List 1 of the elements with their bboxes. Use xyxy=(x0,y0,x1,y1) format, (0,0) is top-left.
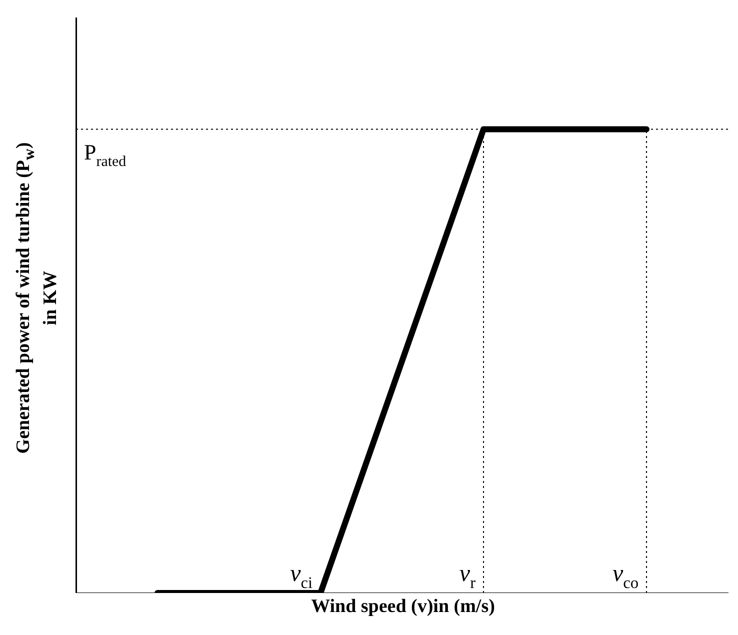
x-axis-title: Wind speed (v)in (m/s) xyxy=(310,596,496,618)
